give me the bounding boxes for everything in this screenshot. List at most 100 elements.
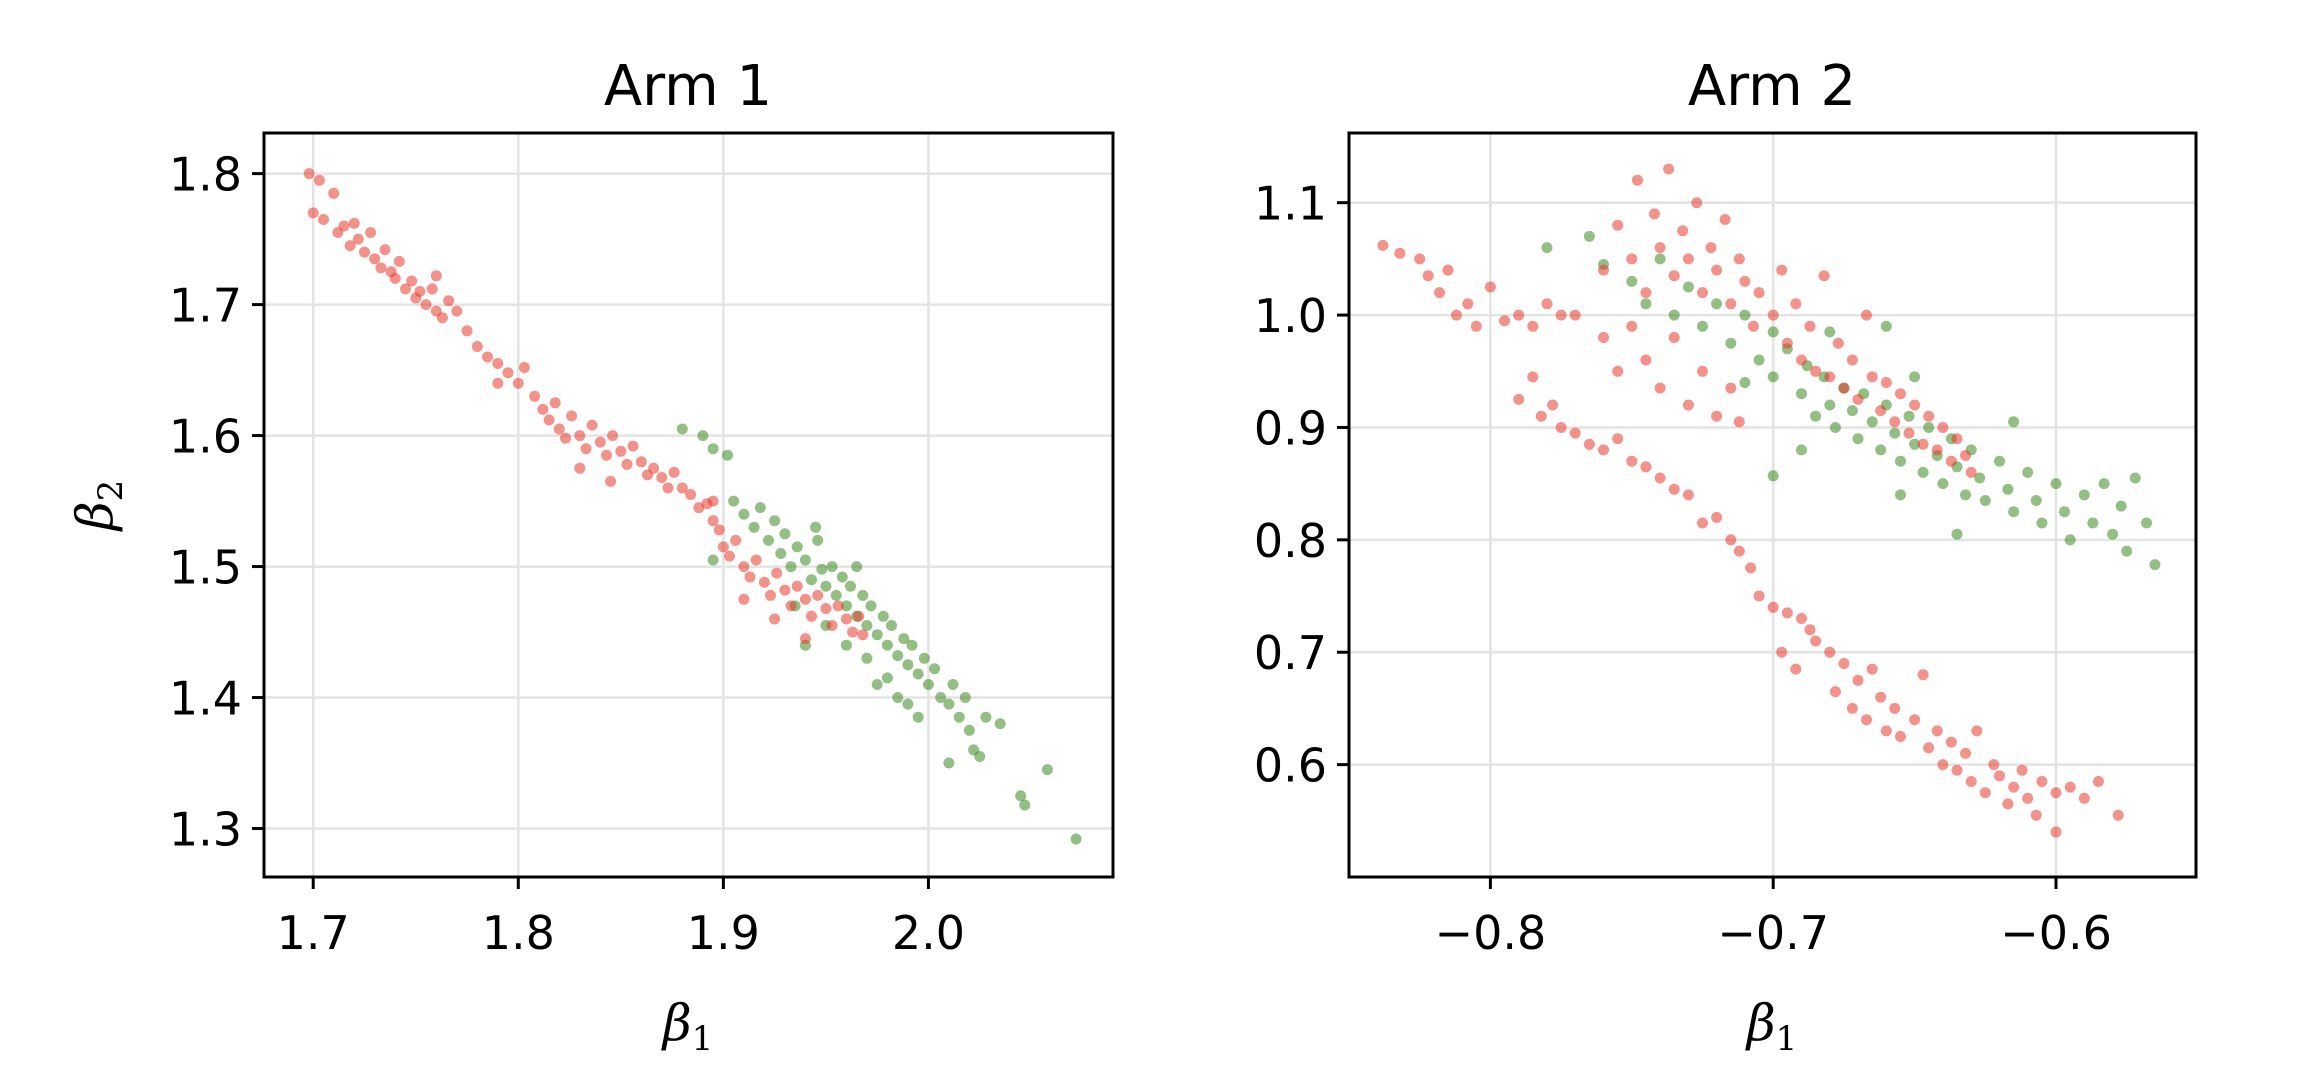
scatter-point-red (1889, 702, 1901, 714)
scatter-point-red (1733, 416, 1745, 428)
scatter-point-green (779, 528, 791, 540)
scatter-point-green (2002, 483, 2014, 495)
scatter-point-red (1719, 214, 1731, 225)
scatter-point-red (1555, 309, 1567, 321)
scatter-point-red (400, 283, 411, 295)
scatter-point-red (806, 610, 817, 622)
scatter-point-red (1923, 742, 1935, 754)
scatter-point-green (1880, 320, 1892, 332)
scatter-point-red (1725, 298, 1737, 310)
scatter-point-red (1979, 787, 1991, 799)
y-tick-label: 1.3 (169, 803, 242, 857)
scatter-point-green (1974, 472, 1986, 484)
scatter-point-red (1499, 315, 1510, 327)
scatter-point-red (1824, 371, 1836, 383)
scatter-point-red (1668, 270, 1680, 282)
scatter-point-red (307, 207, 319, 219)
scatter-point-red (1725, 382, 1737, 394)
scatter-point-green (871, 679, 883, 690)
scatter-point-red (1739, 275, 1751, 287)
scatter-point-green (861, 620, 873, 631)
scatter-point-red (1598, 332, 1609, 343)
scatter-point-red (1632, 174, 1643, 186)
axes-frame (1347, 131, 2198, 879)
scatter-point-green (912, 668, 924, 680)
scatter-point-red (1513, 309, 1525, 321)
scatter-point-green (1903, 410, 1915, 422)
scatter-point-red (389, 272, 401, 284)
scatter-point-red (1725, 534, 1737, 546)
scatter-point-red (738, 593, 750, 605)
scatter-point-green (2087, 517, 2099, 529)
scatter-point-red (1753, 590, 1765, 602)
scatter-point-green (980, 711, 992, 723)
scatter-point-red (765, 589, 776, 601)
x-tick-label: 1.9 (687, 906, 760, 960)
scatter-point-red (826, 620, 838, 631)
scatter-point-red (586, 419, 598, 431)
scatter-point-red (451, 305, 463, 317)
y-tick-label: 1.8 (169, 148, 242, 202)
scatter-point-red (1682, 489, 1694, 501)
scatter-point-red (1852, 393, 1864, 405)
scatter-point-red (414, 286, 426, 297)
scatter-point-red (662, 482, 674, 494)
scatter-point-red (1960, 450, 1971, 461)
scatter-point-red (1909, 399, 1921, 411)
scatter-point-red (518, 362, 530, 373)
scatter-point-red (799, 633, 811, 645)
scatter-point-red (1640, 287, 1652, 299)
scatter-point-red (2064, 781, 2076, 793)
scatter-point-red (1745, 562, 1757, 574)
scatter-point-green (2022, 466, 2034, 478)
scatter-point-red (2078, 792, 2090, 804)
scatter-point-red (430, 270, 442, 282)
scatter-point-red (502, 367, 514, 379)
scatter-point-red (627, 440, 639, 452)
scatter-point-green (892, 692, 904, 703)
scatter-point-green (2050, 478, 2062, 490)
axes-frame (262, 131, 1115, 879)
scatter-point-red (648, 462, 660, 474)
scatter-point-green (707, 443, 719, 455)
scatter-point-red (1705, 242, 1717, 254)
scatter-point-red (318, 214, 329, 225)
scatter-point-red (1796, 354, 1807, 366)
scatter-point-red (820, 603, 832, 614)
scatter-point-green (728, 495, 740, 507)
scatter-point-green (947, 679, 959, 690)
x-axis-label: β1 (661, 994, 714, 1059)
scatter-point-red (847, 626, 859, 638)
y-tick-label: 1.0 (1254, 289, 1327, 343)
scatter-point-red (1612, 219, 1624, 231)
scatter-point-red (1569, 427, 1581, 439)
scatter-point-red (1951, 433, 1963, 445)
scatter-point-red (1790, 663, 1802, 675)
scatter-point-green (1767, 371, 1779, 383)
scatter-point-green (1682, 281, 1694, 293)
scatter-point-green (953, 711, 965, 723)
scatter-point-red (1462, 298, 1474, 310)
scatter-point-green (2008, 506, 2020, 518)
scatter-point-green (1711, 298, 1723, 310)
scatter-point-green (799, 554, 811, 566)
scatter-point-green (1895, 489, 1906, 501)
scatter-point-red (713, 524, 725, 536)
scatter-point-red (348, 217, 360, 229)
scatter-point-red (1697, 365, 1708, 377)
scatter-point-red (676, 482, 688, 494)
scatter-point-red (2092, 776, 2104, 787)
series-red (303, 168, 869, 645)
scatter-point-red (1527, 320, 1539, 332)
scatter-point-red (840, 613, 852, 625)
scatter-point-green (1810, 410, 1822, 422)
scatter-point-red (1640, 461, 1652, 473)
x-tick-label: 1.7 (277, 906, 350, 960)
scatter-point-red (1776, 646, 1788, 658)
scatter-point-red (717, 541, 729, 553)
scatter-point-green (1937, 478, 1949, 490)
y-tick-label: 1.6 (169, 410, 242, 464)
scatter-point-green (1875, 444, 1887, 456)
scatter-point-green (2064, 534, 2076, 546)
scatter-point-green (929, 663, 941, 675)
